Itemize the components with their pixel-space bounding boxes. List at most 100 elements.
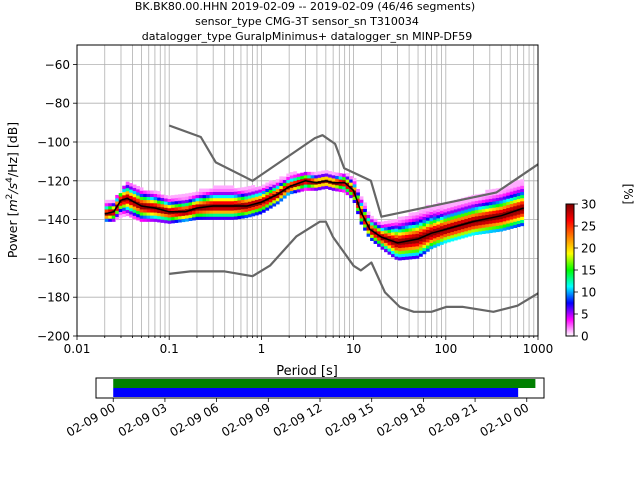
density-cell — [492, 226, 497, 230]
density-cell — [422, 213, 427, 218]
density-cell — [401, 219, 406, 223]
density-cell — [178, 206, 182, 211]
density-cell — [237, 187, 242, 192]
density-cell — [160, 216, 165, 220]
density-cell — [488, 204, 493, 209]
density-cell — [373, 218, 378, 223]
density-cell — [492, 216, 497, 221]
density-cell — [247, 189, 252, 193]
density-cell — [495, 203, 500, 208]
density-cell — [391, 253, 395, 258]
density-cell — [436, 230, 441, 234]
density-cell — [335, 175, 339, 180]
density-cell — [411, 212, 416, 216]
density-cell — [460, 219, 465, 223]
density-cell — [450, 234, 455, 239]
density-cell — [342, 183, 346, 187]
density-cell — [150, 193, 154, 198]
density-cell — [443, 221, 448, 225]
density-cell — [415, 239, 420, 244]
density-cell — [268, 189, 273, 194]
density-cell — [450, 219, 455, 223]
density-cell — [272, 190, 277, 195]
density-cell — [310, 181, 315, 185]
density-cell — [513, 224, 518, 228]
density-cell — [324, 185, 329, 190]
density-cell — [425, 239, 430, 243]
density-cell — [164, 198, 168, 202]
density-cell — [370, 237, 374, 241]
density-cell — [132, 184, 137, 188]
density-cell — [422, 232, 427, 236]
timeline-bars — [113, 379, 536, 397]
density-cell — [167, 214, 172, 218]
density-cell — [411, 246, 416, 250]
density-cell — [513, 212, 518, 216]
density-cell — [104, 206, 109, 210]
density-cell — [209, 213, 214, 217]
density-cell — [432, 216, 437, 220]
density-cell — [136, 189, 140, 193]
density-cell — [195, 194, 200, 199]
density-cell — [199, 210, 203, 214]
density-cell — [143, 196, 147, 201]
density-cell — [506, 189, 511, 193]
density-cell — [349, 185, 353, 189]
density-cell — [342, 176, 346, 181]
density-cell — [352, 199, 357, 204]
density-cell — [509, 216, 514, 220]
density-cell — [164, 204, 168, 208]
density-cell — [181, 206, 186, 210]
density-cell — [450, 206, 455, 211]
density-cell — [251, 209, 256, 214]
y-label-exp1: 2 — [5, 194, 15, 200]
density-cell — [171, 195, 175, 199]
density-cell — [488, 214, 493, 218]
density-cell — [474, 228, 479, 232]
density-cell — [488, 217, 493, 221]
density-cell — [146, 202, 151, 207]
density-cell — [436, 218, 441, 222]
density-cell — [492, 213, 497, 218]
density-cell — [446, 223, 451, 227]
density-cell — [411, 255, 416, 260]
density-cell — [450, 210, 455, 214]
density-cell — [282, 182, 287, 187]
timeline-tick-label: 02-09 00 — [64, 400, 118, 439]
density-cell — [275, 201, 280, 205]
density-cell — [422, 241, 427, 245]
density-cell — [261, 206, 266, 210]
density-cell — [509, 182, 514, 186]
density-cell — [481, 224, 486, 228]
density-cell — [206, 207, 210, 211]
density-cell — [401, 225, 406, 230]
density-cell — [394, 256, 399, 260]
density-cell — [391, 250, 395, 255]
density-cell — [254, 196, 259, 200]
density-cell — [335, 181, 339, 186]
density-cell — [275, 182, 280, 186]
density-cell — [359, 199, 364, 203]
density-cell — [150, 199, 154, 204]
density-cell — [363, 202, 367, 206]
density-cell — [387, 248, 392, 252]
density-cell — [293, 183, 298, 188]
density-cell — [373, 237, 378, 241]
density-cell — [457, 205, 462, 209]
density-cell — [296, 176, 301, 181]
density-cell — [373, 225, 378, 229]
density-cell — [275, 194, 280, 199]
density-cell — [429, 239, 434, 244]
density-cell — [171, 216, 175, 221]
density-cell — [450, 231, 455, 236]
density-cell — [206, 204, 210, 208]
density-cell — [199, 197, 203, 202]
density-cell — [380, 224, 385, 228]
density-cell — [415, 252, 420, 256]
density-cell — [185, 205, 189, 210]
density-cell — [401, 253, 406, 257]
density-cell — [157, 212, 161, 217]
density-cell — [502, 227, 507, 231]
density-cell — [408, 249, 413, 254]
